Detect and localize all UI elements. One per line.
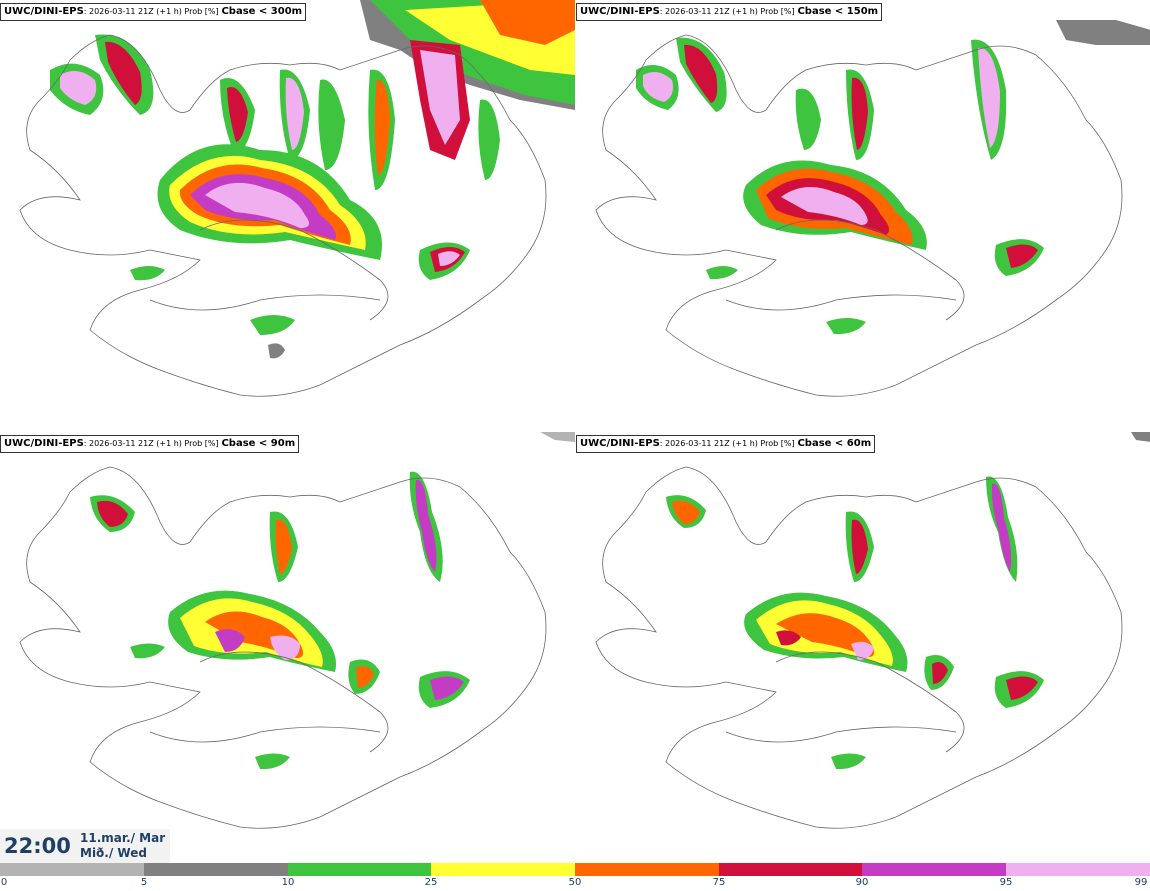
panel-title: UWC/DINI-EPS: 2026-03-11 21Z (+1 h) Prob… xyxy=(0,3,307,21)
iceland-map xyxy=(19,0,575,397)
colorbar-tick-0: 0 xyxy=(0,877,8,888)
panel-title: UWC/DINI-EPS: 2026-03-11 21Z (+1 h) Prob… xyxy=(576,435,876,453)
colorbar-tick-90: 90 xyxy=(855,877,869,888)
colorbar-tick-99: 99 xyxy=(1134,877,1148,888)
model-name: UWC/DINI-EPS xyxy=(580,6,660,17)
panel-title: UWC/DINI-EPS: 2026-03-11 21Z (+1 h) Prob… xyxy=(0,435,300,453)
probability-field xyxy=(666,432,1150,770)
iceland-map xyxy=(595,432,1150,829)
colorbar-tick-25: 25 xyxy=(424,877,438,888)
iceland-coastline xyxy=(595,466,1123,829)
panel-title: UWC/DINI-EPS: 2026-03-11 21Z (+1 h) Prob… xyxy=(576,3,883,21)
run-info: : 2026-03-11 21Z (+1 h) Prob [%] xyxy=(659,439,795,448)
valid-date-line2: Mið./ Wed xyxy=(80,846,147,860)
map-panel-cbase-150: UWC/DINI-EPS: 2026-03-11 21Z (+1 h) Prob… xyxy=(576,0,1150,432)
colorbar-tick-5: 5 xyxy=(140,877,148,888)
colorbar-tick-75: 75 xyxy=(712,877,726,888)
threshold-label: Cbase < 150m xyxy=(797,6,879,17)
run-info: : 2026-03-11 21Z (+1 h) Prob [%] xyxy=(83,7,219,16)
colorbar-seg-6 xyxy=(862,863,1006,876)
probability-field xyxy=(50,0,575,359)
iceland-coastline xyxy=(19,466,547,829)
probability-field xyxy=(90,432,575,770)
iceland-map xyxy=(595,20,1150,397)
model-name: UWC/DINI-EPS xyxy=(4,438,84,449)
iceland-coastline xyxy=(595,34,1123,397)
run-info: : 2026-03-11 21Z (+1 h) Prob [%] xyxy=(659,7,795,16)
threshold-label: Cbase < 300m xyxy=(221,6,303,17)
colorbar-seg-4 xyxy=(575,863,719,876)
threshold-label: Cbase < 90m xyxy=(221,438,296,449)
colorbar-seg-1 xyxy=(144,863,288,876)
colorbar-tick-10: 10 xyxy=(281,877,295,888)
colorbar-seg-7 xyxy=(1006,863,1150,876)
valid-time-box: 22:00 11.mar./ Mar Mið./ Wed xyxy=(0,829,170,863)
iceland-map xyxy=(19,432,575,829)
colorbar-seg-0 xyxy=(0,863,144,876)
probability-field xyxy=(636,20,1150,335)
model-name: UWC/DINI-EPS xyxy=(4,6,84,17)
map-panel-cbase-90: UWC/DINI-EPS: 2026-03-11 21Z (+1 h) Prob… xyxy=(0,432,575,864)
iceland-coastline xyxy=(19,34,547,397)
threshold-label: Cbase < 60m xyxy=(797,438,872,449)
run-info: : 2026-03-11 21Z (+1 h) Prob [%] xyxy=(83,439,219,448)
colorbar-seg-2 xyxy=(288,863,431,876)
colorbar-seg-5 xyxy=(719,863,862,876)
map-panel-cbase-60: UWC/DINI-EPS: 2026-03-11 21Z (+1 h) Prob… xyxy=(576,432,1150,864)
probability-colorbar: 0 5 10 25 50 75 90 95 99 xyxy=(0,863,1150,891)
colorbar-tick-95: 95 xyxy=(999,877,1013,888)
valid-date-line1: 11.mar./ Mar xyxy=(80,831,166,845)
model-name: UWC/DINI-EPS xyxy=(580,438,660,449)
map-panel-cbase-300: UWC/DINI-EPS: 2026-03-11 21Z (+1 h) Prob… xyxy=(0,0,575,432)
colorbar-seg-3 xyxy=(431,863,575,876)
colorbar-tick-50: 50 xyxy=(568,877,582,888)
valid-time-clock: 22:00 xyxy=(4,834,71,858)
